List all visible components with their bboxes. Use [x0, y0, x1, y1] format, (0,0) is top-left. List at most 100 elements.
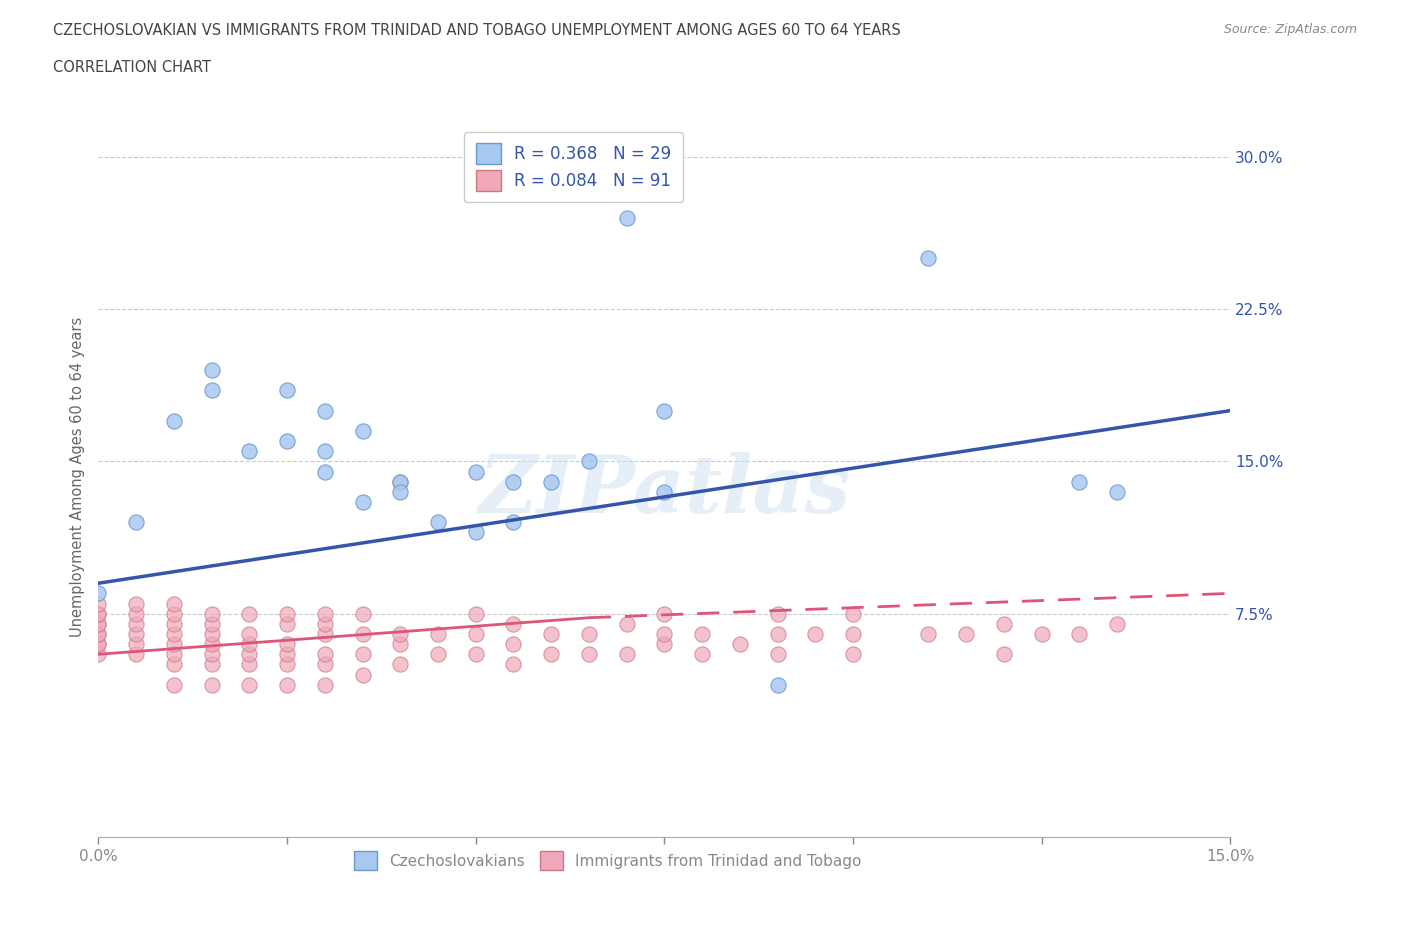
Point — [163, 657, 186, 671]
Point — [238, 627, 260, 642]
Point — [427, 515, 450, 530]
Point — [87, 647, 110, 662]
Point — [464, 606, 486, 621]
Point — [389, 657, 412, 671]
Point — [352, 627, 374, 642]
Point — [201, 363, 224, 378]
Point — [917, 627, 939, 642]
Point — [163, 606, 186, 621]
Point — [652, 637, 676, 652]
Point — [766, 677, 789, 692]
Y-axis label: Unemployment Among Ages 60 to 64 years: Unemployment Among Ages 60 to 64 years — [69, 316, 84, 637]
Point — [201, 677, 224, 692]
Point — [276, 433, 298, 448]
Point — [842, 627, 865, 642]
Point — [652, 485, 676, 499]
Point — [238, 677, 260, 692]
Point — [804, 627, 827, 642]
Point — [766, 627, 789, 642]
Point — [163, 637, 186, 652]
Text: CZECHOSLOVAKIAN VS IMMIGRANTS FROM TRINIDAD AND TOBAGO UNEMPLOYMENT AMONG AGES 6: CZECHOSLOVAKIAN VS IMMIGRANTS FROM TRINI… — [53, 23, 901, 38]
Point — [238, 637, 260, 652]
Point — [87, 596, 110, 611]
Point — [652, 606, 676, 621]
Point — [87, 606, 110, 621]
Point — [314, 647, 336, 662]
Point — [389, 627, 412, 642]
Point — [314, 657, 336, 671]
Point — [238, 647, 260, 662]
Point — [201, 617, 224, 631]
Point — [540, 474, 562, 489]
Point — [389, 474, 412, 489]
Point — [238, 657, 260, 671]
Text: Source: ZipAtlas.com: Source: ZipAtlas.com — [1223, 23, 1357, 36]
Point — [389, 637, 412, 652]
Point — [690, 627, 713, 642]
Point — [464, 627, 486, 642]
Point — [502, 657, 524, 671]
Point — [352, 606, 374, 621]
Point — [163, 617, 186, 631]
Point — [276, 677, 298, 692]
Point — [1107, 485, 1129, 499]
Point — [1107, 617, 1129, 631]
Point — [540, 647, 562, 662]
Point — [690, 647, 713, 662]
Text: ZIPatlas: ZIPatlas — [478, 452, 851, 530]
Point — [276, 606, 298, 621]
Point — [578, 454, 600, 469]
Point — [276, 617, 298, 631]
Point — [201, 627, 224, 642]
Point — [502, 617, 524, 631]
Point — [352, 667, 374, 682]
Point — [540, 627, 562, 642]
Point — [427, 627, 450, 642]
Point — [1069, 474, 1091, 489]
Point — [314, 677, 336, 692]
Point — [125, 515, 148, 530]
Point — [125, 637, 148, 652]
Point — [616, 647, 638, 662]
Point — [1031, 627, 1053, 642]
Legend: Czechoslovakians, Immigrants from Trinidad and Tobago: Czechoslovakians, Immigrants from Trinid… — [347, 845, 868, 876]
Point — [163, 413, 186, 428]
Point — [87, 617, 110, 631]
Point — [502, 637, 524, 652]
Point — [578, 647, 600, 662]
Point — [993, 647, 1015, 662]
Point — [201, 647, 224, 662]
Point — [1069, 627, 1091, 642]
Point — [125, 617, 148, 631]
Point — [955, 627, 977, 642]
Point — [163, 677, 186, 692]
Point — [993, 617, 1015, 631]
Point — [163, 627, 186, 642]
Point — [616, 210, 638, 225]
Point — [842, 606, 865, 621]
Point — [201, 637, 224, 652]
Point — [352, 495, 374, 510]
Point — [314, 444, 336, 458]
Point — [464, 464, 486, 479]
Point — [766, 606, 789, 621]
Point — [616, 617, 638, 631]
Point — [314, 464, 336, 479]
Point — [314, 606, 336, 621]
Point — [352, 647, 374, 662]
Point — [352, 423, 374, 438]
Point — [276, 657, 298, 671]
Point — [578, 627, 600, 642]
Point — [314, 404, 336, 418]
Point — [125, 596, 148, 611]
Point — [87, 637, 110, 652]
Point — [201, 606, 224, 621]
Point — [87, 606, 110, 621]
Point — [842, 647, 865, 662]
Point — [125, 647, 148, 662]
Point — [87, 586, 110, 601]
Point — [464, 647, 486, 662]
Point — [125, 627, 148, 642]
Point — [276, 647, 298, 662]
Point — [238, 606, 260, 621]
